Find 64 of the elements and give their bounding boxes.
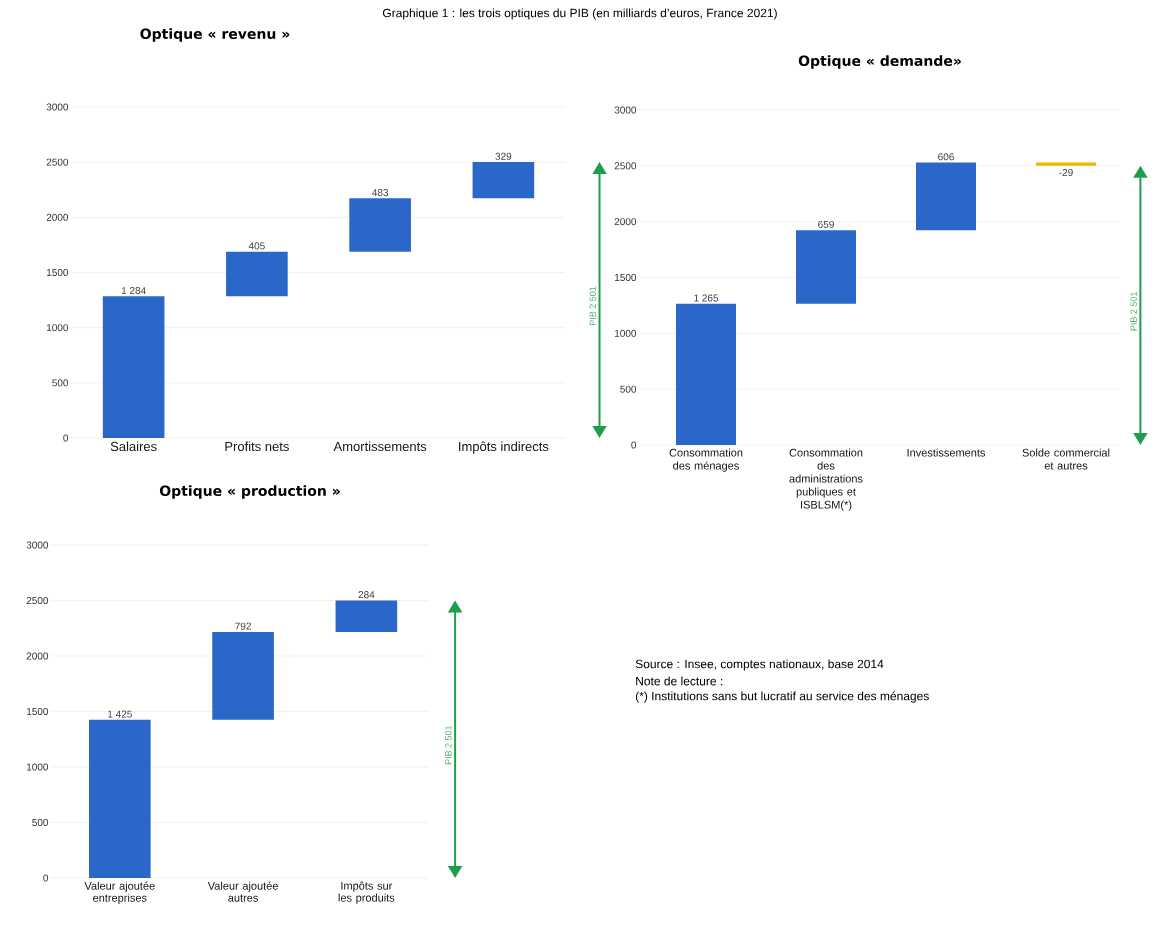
y-tick-label: 1500 [614, 273, 637, 282]
data-label: 1 425 [108, 710, 132, 718]
x-tick-label: Consommation des ménages [669, 448, 743, 472]
data-label: -29 [1059, 168, 1073, 176]
bar [796, 230, 856, 304]
y-tick-label: 0 [631, 441, 637, 449]
bar [335, 600, 398, 632]
y-tick-label: 2500 [26, 596, 49, 605]
data-label: 1 284 [121, 287, 146, 295]
bar [226, 251, 288, 297]
x-tick-label: Consommation des administrations publiques et ISBLSM(*) [789, 448, 863, 511]
data-label: 1 265 [694, 294, 719, 302]
y-tick-label: 2500 [46, 158, 69, 166]
x-tick-label: Valeur ajoutée autres [207, 881, 278, 902]
y-tick-label: 1500 [46, 268, 69, 277]
data-label: 405 [248, 242, 265, 250]
y-tick-label: 0 [43, 874, 49, 882]
chart-title: Optique « production » [159, 485, 340, 499]
data-label: 483 [372, 189, 389, 197]
bar [676, 303, 736, 445]
y-tick-label: 3000 [46, 103, 69, 111]
chart-title: Optique « demande» [798, 55, 961, 69]
text: Graphique 1 : les trois optiques du PIB (en milliards d’euros, France 2021) [382, 8, 777, 20]
y-tick-label: 2000 [614, 218, 637, 226]
text: PIB 2 501 [445, 725, 452, 765]
y-tick-label: 500 [32, 818, 49, 827]
x-tick-label: Impôts indirects [459, 441, 549, 454]
y-tick-label: 500 [52, 379, 69, 387]
y-tick-label: 2500 [614, 162, 637, 170]
x-tick-label: Salaires [110, 441, 157, 452]
bar [212, 631, 274, 720]
bar [1036, 162, 1096, 166]
bar [472, 162, 535, 199]
x-tick-label: Amortissements [333, 441, 427, 452]
x-tick-label: Profits nets [225, 441, 289, 452]
bar [88, 719, 151, 878]
y-tick-label: 500 [620, 385, 637, 393]
text: (*) Institutions sans but lucratif au service des ménages [635, 691, 929, 703]
text: PIB 2 501 [1130, 292, 1137, 331]
data-label: 284 [358, 591, 375, 599]
x-tick-label: Investissements [907, 448, 986, 457]
data-label: 659 [818, 220, 834, 228]
y-tick-label: 1000 [614, 329, 637, 337]
y-tick-label: 2000 [46, 213, 69, 221]
bar [102, 296, 165, 438]
data-label: 792 [235, 622, 251, 630]
y-tick-label: 3000 [26, 541, 49, 549]
bar [916, 162, 976, 231]
x-tick-label: Impôts sur les produits [338, 881, 395, 904]
y-tick-label: 1000 [27, 763, 49, 771]
y-tick-label: 0 [63, 434, 69, 442]
y-tick-label: 3000 [614, 106, 637, 114]
text: PIB 2 501 [589, 286, 596, 326]
x-tick-label: Solde commercial et autres [1022, 448, 1110, 470]
data-label: 329 [495, 152, 512, 160]
y-tick-label: 1000 [46, 324, 69, 332]
bar [349, 198, 411, 252]
text: Note de lecture : [636, 676, 723, 686]
y-tick-label: 1500 [27, 707, 49, 716]
x-tick-label: Valeur ajoutée entreprises [84, 881, 155, 904]
source-note: Source : Insee, comptes nationaux, base 2014 [635, 659, 884, 671]
y-tick-label: 2000 [26, 652, 49, 660]
chart-title: Optique « revenu » [140, 28, 290, 42]
data-label: 606 [938, 153, 954, 161]
